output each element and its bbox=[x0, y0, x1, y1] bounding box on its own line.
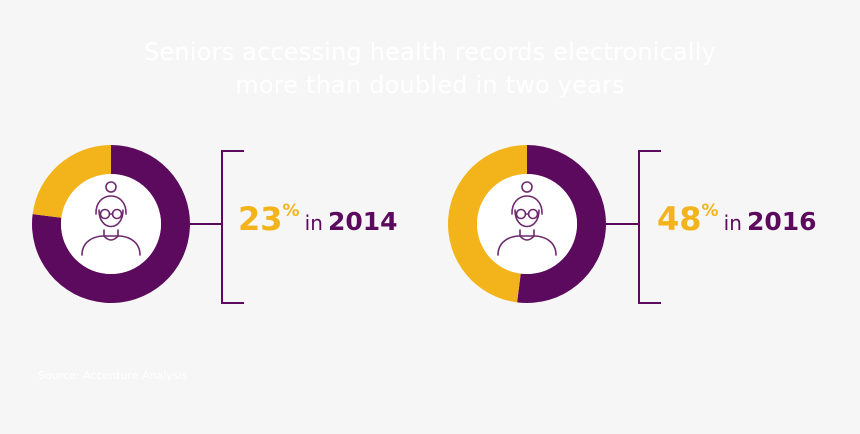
donut-slice-other-2014 bbox=[32, 145, 191, 304]
bracket-2016 bbox=[638, 150, 661, 304]
stat-value-2014: 23 bbox=[238, 200, 283, 238]
donut-center-2014 bbox=[61, 174, 161, 274]
stat-2014: 23% in 2014 bbox=[238, 200, 398, 238]
donut-center-2016 bbox=[477, 174, 577, 274]
stat-year-2016: 2016 bbox=[747, 207, 817, 236]
bracket-2014 bbox=[221, 150, 244, 304]
title-line-1: Seniors accessing health records electro… bbox=[143, 38, 717, 66]
stat-connector-2016: in bbox=[723, 211, 742, 235]
senior-woman-icon bbox=[497, 181, 557, 256]
donut-2014 bbox=[32, 145, 244, 304]
donut-2016 bbox=[447, 145, 661, 304]
source-note: Source: Accenture Analysis bbox=[38, 369, 188, 382]
stat-connector-2014: in bbox=[304, 211, 323, 235]
stat-unit-2014: % bbox=[282, 201, 300, 221]
stat-unit-2016: % bbox=[701, 201, 719, 221]
title-line-2: more than doubled in two years bbox=[235, 71, 625, 99]
senior-woman-icon bbox=[81, 181, 141, 256]
donut-slice-value-2016 bbox=[447, 145, 527, 303]
stat-2016: 48% in 2016 bbox=[657, 200, 817, 238]
stat-value-2016: 48 bbox=[657, 200, 702, 238]
infographic-title: Seniors accessing health records electro… bbox=[0, 36, 860, 102]
stat-year-2014: 2014 bbox=[328, 207, 398, 236]
donut-slice-other-2016 bbox=[517, 145, 606, 303]
donut-slice-value-2014 bbox=[32, 145, 111, 218]
